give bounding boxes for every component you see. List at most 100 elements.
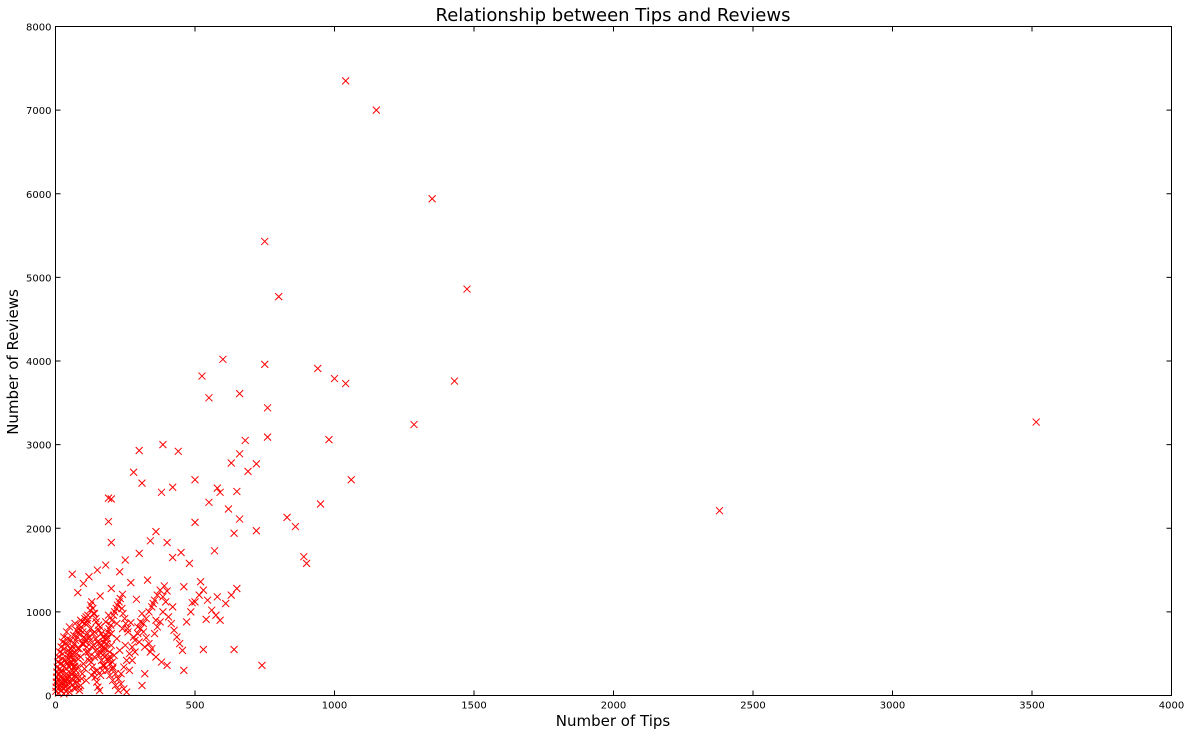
data-point: [232, 487, 241, 496]
data-point: [86, 601, 95, 610]
data-point: [72, 666, 80, 675]
data-point: [95, 626, 103, 635]
data-point: [230, 645, 238, 654]
data-point: [118, 604, 126, 613]
data-point: [81, 638, 90, 646]
data-point: [98, 666, 107, 675]
data-point: [128, 643, 137, 651]
data-point: [170, 626, 178, 635]
data-point: [60, 644, 69, 653]
data-point: [108, 616, 116, 625]
data-point: [138, 609, 146, 618]
data-point: [131, 636, 139, 645]
data-point: [163, 538, 171, 547]
data-point: [156, 618, 164, 626]
data-point: [122, 688, 131, 697]
x-tick-label: 2000: [601, 701, 626, 712]
data-point: [157, 658, 166, 666]
data-point: [174, 447, 183, 456]
data-point: [161, 597, 170, 606]
data-point: [450, 377, 459, 385]
data-point: [78, 628, 87, 636]
data-point: [241, 436, 250, 445]
data-point: [75, 683, 83, 691]
plot-area-frame: [55, 26, 1172, 696]
data-point: [216, 488, 224, 497]
data-point: [173, 633, 181, 641]
data-point: [132, 595, 141, 604]
x-tick-label: 3500: [1019, 701, 1044, 712]
data-point: [107, 495, 116, 503]
x-tick-label: 1000: [322, 701, 347, 712]
data-point: [120, 614, 129, 623]
data-point: [347, 475, 356, 484]
data-point: [159, 440, 167, 449]
data-point: [195, 591, 204, 600]
data-point: [82, 643, 91, 651]
data-point: [63, 634, 72, 643]
data-point: [188, 598, 197, 607]
data-point: [56, 659, 65, 668]
data-point: [89, 629, 98, 638]
data-point: [159, 592, 167, 601]
data-point: [79, 659, 88, 668]
data-point: [106, 653, 115, 661]
data-point: [235, 449, 244, 458]
data-point: [258, 661, 266, 670]
data-point: [139, 619, 148, 628]
data-point: [109, 663, 117, 671]
data-point: [92, 618, 101, 626]
data-point: [205, 393, 213, 402]
data-point: [92, 678, 101, 686]
data-point: [185, 559, 194, 568]
data-point: [147, 644, 156, 653]
data-point: [101, 618, 110, 626]
data-point: [80, 633, 88, 641]
data-point: [463, 285, 471, 293]
data-point: [135, 446, 144, 455]
data-point: [126, 578, 135, 587]
data-point: [71, 619, 79, 628]
data-point: [316, 500, 325, 508]
data-point: [94, 651, 103, 660]
data-point: [65, 623, 74, 631]
data-point: [80, 664, 89, 673]
data-point: [313, 364, 322, 373]
data-point: [95, 686, 104, 695]
data-point: [299, 552, 308, 561]
y-tick-label: 8000: [26, 23, 51, 34]
data-point: [56, 668, 65, 676]
data-point: [227, 591, 236, 600]
x-tick-label: 2500: [740, 701, 765, 712]
data-point: [283, 513, 291, 522]
data-point: [129, 468, 138, 477]
data-point: [163, 661, 171, 670]
data-point: [118, 590, 127, 599]
data-point: [107, 538, 116, 547]
data-point: [252, 526, 261, 535]
data-point: [182, 618, 191, 626]
data-point: [97, 629, 106, 638]
data-point: [108, 664, 117, 673]
data-point: [103, 634, 112, 643]
data-point: [91, 614, 100, 623]
data-point: [104, 517, 113, 526]
data-point: [203, 596, 212, 605]
data-point: [153, 591, 162, 600]
data-point: [73, 654, 81, 662]
data-point: [198, 372, 206, 380]
data-point: [146, 536, 155, 545]
data-point: [121, 619, 130, 628]
data-point: [125, 666, 134, 675]
data-point: [128, 656, 137, 665]
data-point: [168, 483, 177, 492]
data-point: [88, 663, 97, 671]
data-point: [89, 609, 98, 618]
data-point: [138, 681, 146, 690]
data-point: [116, 594, 125, 603]
data-point: [107, 584, 116, 593]
data-point: [210, 546, 219, 555]
data-point: [199, 645, 208, 654]
axis-ticks: 0 500 1000 1500 2000 2500 3000 3500 4000 0 1000 200…: [26, 23, 1184, 712]
